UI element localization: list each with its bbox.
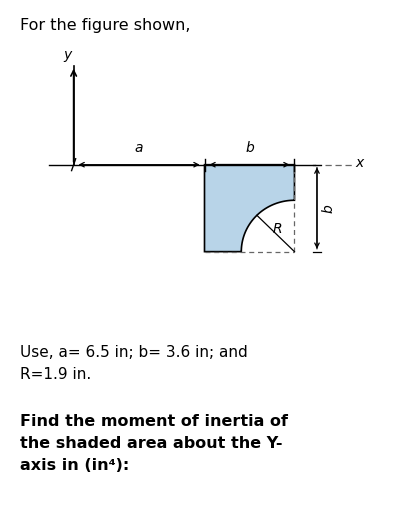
Text: a: a <box>135 141 143 155</box>
Text: b: b <box>245 141 254 155</box>
Text: R: R <box>273 222 283 237</box>
Text: For the figure shown,: For the figure shown, <box>20 18 191 33</box>
Text: Use, a= 6.5 in; b= 3.6 in; and
R=1.9 in.: Use, a= 6.5 in; b= 3.6 in; and R=1.9 in. <box>20 345 248 383</box>
Text: y: y <box>63 48 72 62</box>
Text: Find the moment of inertia of
the shaded area about the Y-
axis in (in⁴):: Find the moment of inertia of the shaded… <box>20 414 288 473</box>
Text: b: b <box>321 204 335 212</box>
Polygon shape <box>204 164 294 252</box>
Text: x: x <box>356 155 364 170</box>
